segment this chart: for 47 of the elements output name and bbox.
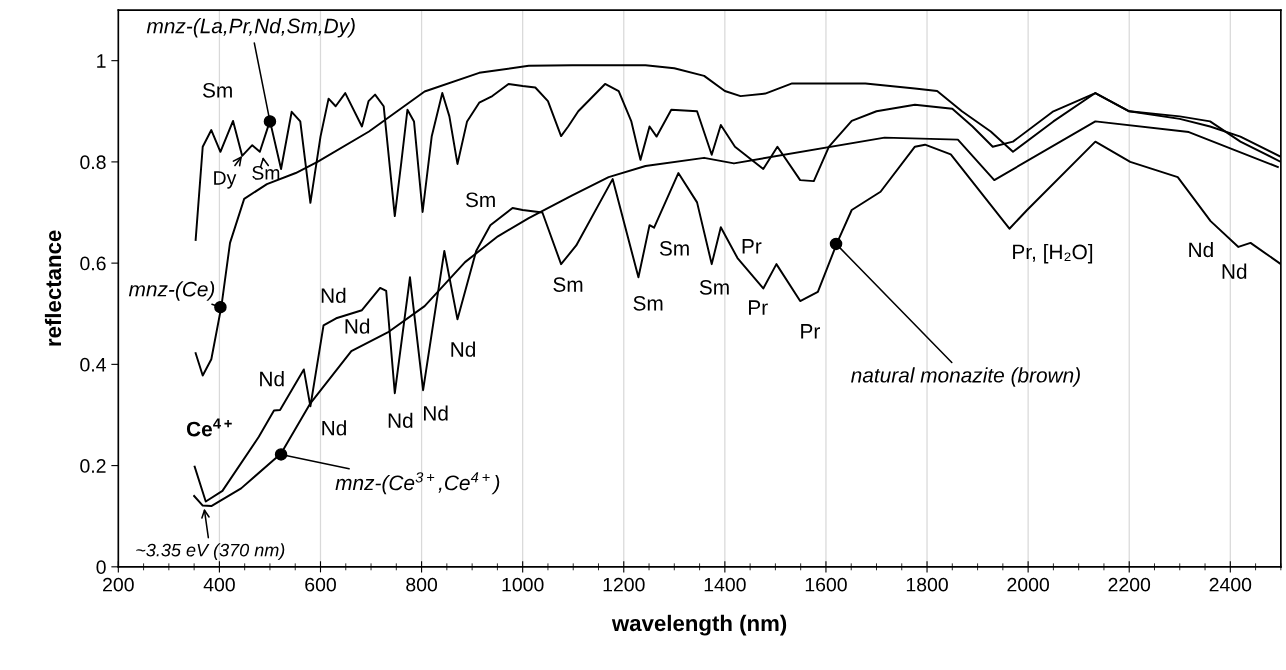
y-tick-label: 0.4 [80,357,106,372]
annotation: Sm [202,82,232,98]
annotation: Sm [699,279,729,295]
x-tick-label: 1600 [805,577,847,592]
x-tick-label: 2400 [1209,577,1252,592]
annotation: Sm [465,192,495,208]
x-tick-label: 600 [305,577,336,592]
annotation: Nd [345,318,370,334]
annotation: Nd [1189,241,1213,258]
y-tick-label: 1 [97,54,106,68]
annotation: Pr [801,324,820,339]
y-tick-label: 0.6 [80,256,106,271]
annotation: mnz-(La,Pr,Nd,Sm,Dy) [146,18,355,38]
annotation: Nd [451,341,475,357]
annotation: Pr, [H₂O] [1013,244,1093,264]
annotation: mnz-(Ce) [128,281,215,301]
x-tick-label: 400 [203,577,235,592]
annotation: natural monazite (brown) [851,367,1080,387]
annotation: ~3.35 eV (370 nm) [136,543,285,561]
annotation: Nd [423,405,448,421]
annotation: Nd [321,287,346,304]
x-tick-label: 2000 [1007,577,1049,592]
x-tick-label: 1200 [603,577,645,592]
annotation: Sm [659,241,689,256]
annotation: Nd [388,412,413,428]
y-tick-label: 0.8 [80,155,106,170]
annotation: Nd [322,420,346,436]
annotation: Pr [742,239,762,254]
y-axis-title: reflectance [44,230,62,346]
annotation: Sm [553,277,583,292]
y-tick-label: 0.2 [80,459,106,473]
x-tick-label: 800 [406,577,438,592]
annotation: Pr [749,300,768,315]
annotation: Sm [252,166,280,180]
annotation: Nd [260,371,284,387]
y-tick-label: 0 [96,560,106,575]
x-tick-label: 200 [103,577,134,592]
x-tick-label: 1400 [704,577,746,592]
x-tick-label: 2200 [1108,577,1151,592]
annotation: mnz-(Ce$^{3+}$,Ce$^{4+}$) [335,472,500,495]
annotation: Nd [1222,263,1247,279]
x-axis-title: wavelength (nm) [611,614,787,636]
annotation: Ce$^{4+}$ [186,418,232,437]
annotation: Dy [214,171,237,189]
x-tick-label: 1800 [906,577,948,592]
x-tick-label: 1000 [502,577,544,592]
annotation: Sm [633,295,663,311]
